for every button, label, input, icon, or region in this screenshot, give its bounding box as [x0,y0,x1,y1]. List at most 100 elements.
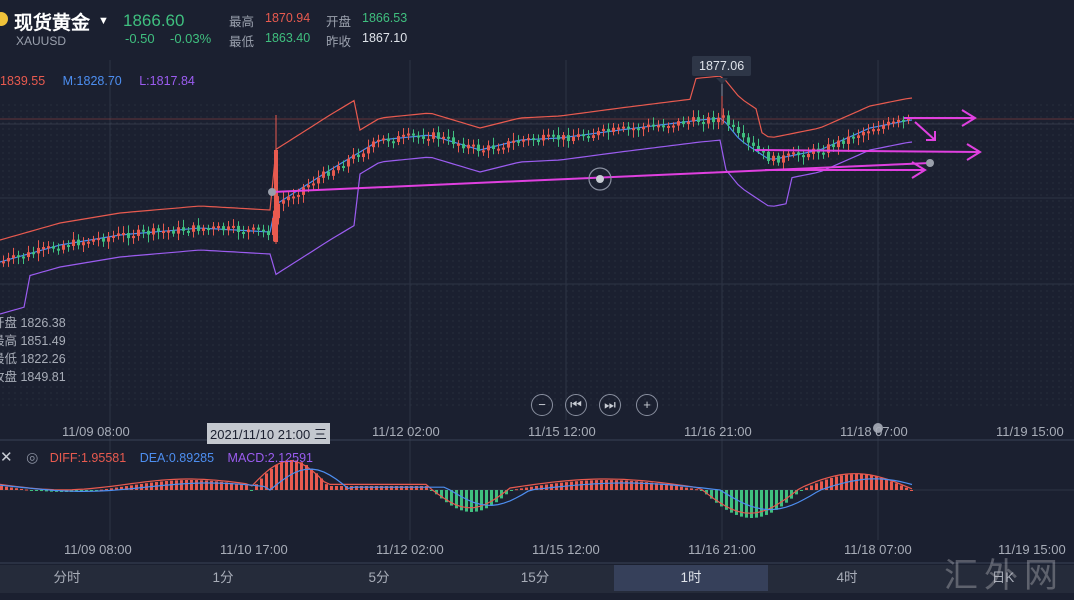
tab-timeshare[interactable]: 分时 [53,570,81,585]
macd-bar [245,485,248,490]
drag-handle-icon[interactable] [588,167,612,191]
candlestick [902,116,905,129]
candlestick [62,240,65,254]
chevron-down-icon[interactable]: ▼ [98,15,109,27]
candlestick [312,176,315,191]
scroll-end-button[interactable]: ⏭ [599,394,621,416]
candlestick [887,116,890,130]
macd-bar [475,490,478,512]
macd-bar [795,490,798,495]
candlestick [562,132,565,147]
macd-bar [645,482,648,490]
macd-bar [185,480,188,490]
candlestick [857,129,860,146]
candlestick [757,138,760,154]
candlestick [232,219,235,234]
candlestick [537,134,540,146]
candlestick [727,110,730,131]
candlestick [612,123,615,136]
macd-legend: ✕ ◎ DIFF:1.95581 DEA:0.89285 MACD:2.1259… [0,448,313,466]
candlestick [532,134,535,147]
candlestick [582,129,585,141]
candlestick [512,132,515,150]
candlestick [257,224,260,236]
tab-1hour[interactable]: 1时 [614,565,768,591]
candlestick [907,114,910,125]
candlestick [892,117,895,128]
macd-bar [455,490,458,509]
macd-bar [910,490,913,491]
macd-bar [610,480,613,490]
macd-bar [295,460,298,490]
ohlc-close: 收盘 1849.81 [0,370,66,384]
candlestick [572,129,575,145]
macd-bar [265,473,268,490]
macd-x-label: 11/09 08:00 [64,542,132,557]
candlestick [337,161,340,174]
macd-bar [490,490,493,506]
macd-bar [865,474,868,490]
candlestick [277,196,280,225]
candlestick [242,225,245,239]
candlestick [772,151,775,166]
zoom-in-button[interactable]: + [636,394,658,416]
candlestick [852,132,855,144]
macd-bar [440,490,443,499]
candlestick [267,225,270,241]
candlestick [217,222,220,232]
macd-bar [510,490,513,491]
candlestick [182,219,185,236]
candlestick [387,133,390,147]
candlestick [752,136,755,153]
macd-bar [0,486,3,490]
candlestick [662,118,665,132]
macd-bar [190,480,193,490]
macd-bar [675,485,678,490]
candlestick [432,128,435,143]
macd-bar [10,487,13,490]
macd-bar [630,480,633,490]
macd-bar [300,462,303,490]
candlestick [842,137,845,149]
macd-bar [600,480,603,490]
macd-diff-line [0,460,913,514]
macd-bar [775,490,778,510]
macd-bar [95,490,98,491]
macd-bar [705,490,708,495]
candlestick [47,241,50,254]
macd-bar [580,480,583,490]
candlestick [827,137,830,158]
close-icon[interactable]: ✕ [0,449,13,466]
candlestick [742,125,745,144]
tab-1min[interactable]: 1分 [212,570,234,585]
macd-bar [760,490,763,517]
candlestick [747,133,750,151]
macd-bar [210,480,213,490]
macd-bar [430,490,433,491]
ohlc-low: 最低 1822.26 [0,352,66,366]
tab-4hour[interactable]: 4时 [836,570,858,585]
macd-bar [820,481,823,490]
settings-icon[interactable]: ◎ [26,449,39,465]
candlestick [42,241,45,257]
macd-bar [525,487,528,490]
tab-15min[interactable]: 15分 [520,570,550,585]
candlestick [162,223,165,239]
candlestick [262,224,265,238]
candlestick [592,128,595,142]
tab-5min[interactable]: 5分 [368,570,390,585]
macd-bar [505,490,508,495]
instrument-title[interactable]: 现货黄金 [14,13,91,34]
macd-bar [415,486,418,490]
candlestick [682,116,685,128]
macd-bar [120,486,123,490]
macd-x-label: 11/15 12:00 [532,542,600,557]
macd-bar [230,482,233,490]
scroll-start-button[interactable]: ⏮ [565,394,587,416]
macd-bar [590,480,593,490]
tab-daily[interactable]: 日K [991,570,1015,585]
zoom-out-button[interactable]: − [531,394,553,416]
candlestick [197,218,200,235]
candlestick [222,222,225,236]
